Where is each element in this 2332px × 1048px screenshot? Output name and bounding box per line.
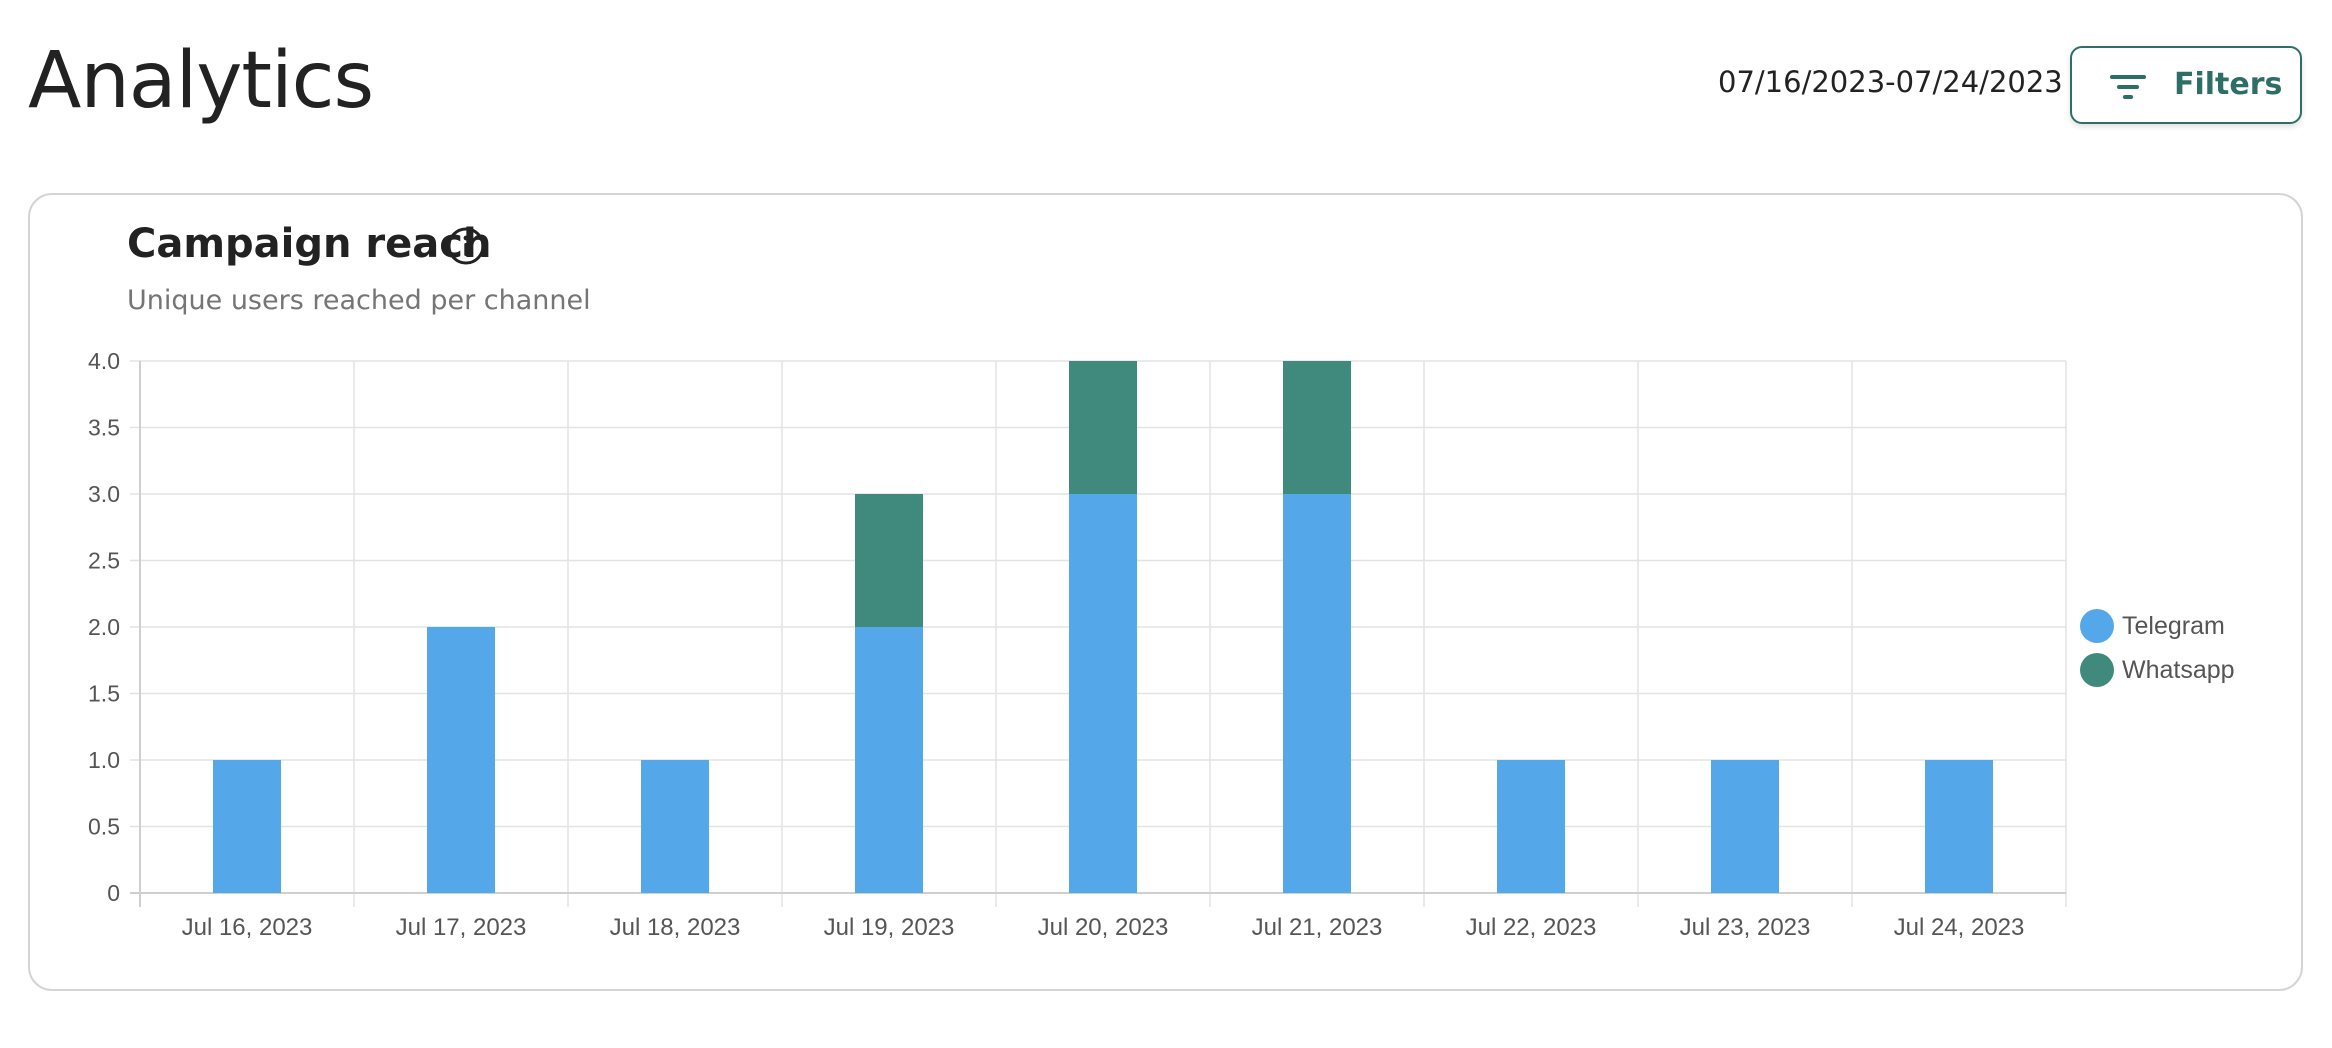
page-title: Analytics [28,36,374,126]
date-range[interactable]: 07/16/2023-07/24/2023 [1718,65,2063,99]
legend-label-whatsapp: Whatsapp [2122,655,2235,684]
card-title: Campaign reach [127,221,492,267]
chart-legend: Telegram Whatsapp [2080,604,2235,692]
legend-swatch-whatsapp [2080,653,2114,687]
filters-label: Filters [2174,67,2283,102]
legend-item-telegram[interactable]: Telegram [2080,604,2235,648]
info-circle-icon[interactable] [446,226,486,266]
campaign-reach-card [28,193,2303,991]
legend-item-whatsapp[interactable]: Whatsapp [2080,648,2235,692]
legend-label-telegram: Telegram [2122,611,2225,640]
filters-button[interactable]: Filters [2070,46,2302,124]
card-subtitle: Unique users reached per channel [127,285,591,316]
legend-swatch-telegram [2080,609,2114,643]
filter-lines-icon [2110,75,2146,99]
